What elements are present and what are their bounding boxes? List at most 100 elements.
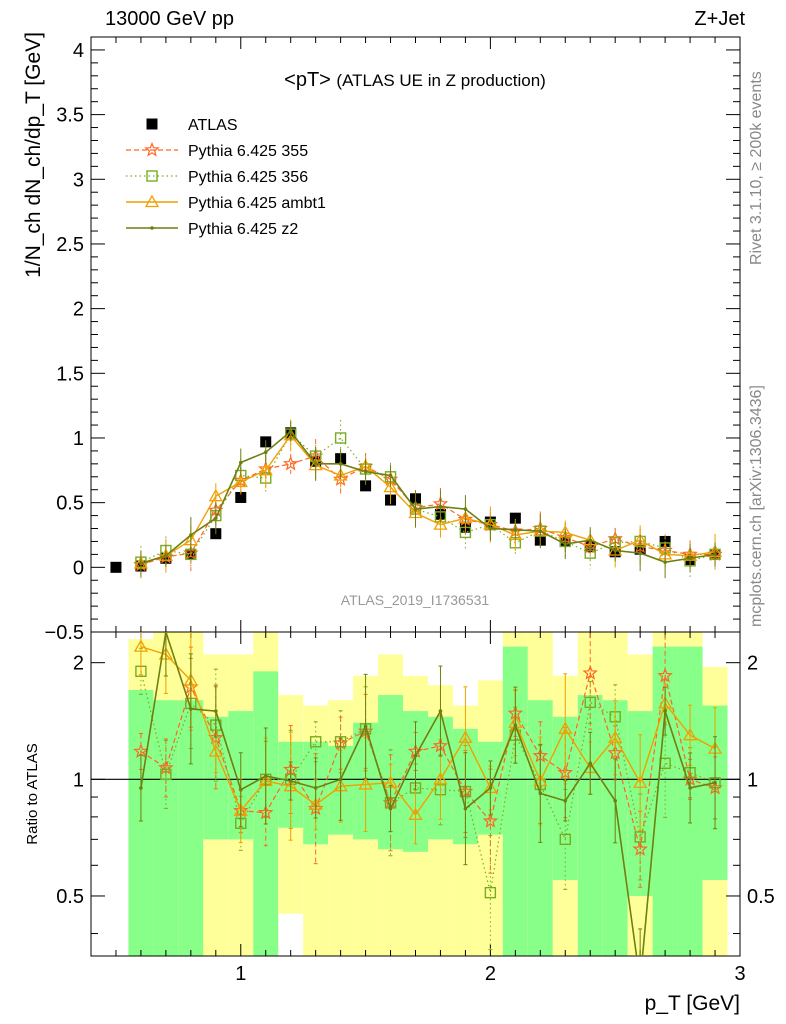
ratio-point bbox=[139, 786, 143, 790]
legend-entry: Pythia 6.425 356 bbox=[126, 169, 308, 186]
legend-marker bbox=[144, 194, 160, 208]
legend-label: Pythia 6.425 z2 bbox=[188, 221, 298, 238]
rivet-version-label: Rivet 3.1.10, ≥ 200k events bbox=[748, 71, 765, 265]
ratio-y-tick-label-right: 0.5 bbox=[747, 886, 775, 908]
ratio-point bbox=[559, 833, 571, 846]
ratio-y-tick-label-right: 2 bbox=[747, 653, 758, 675]
legend-label: ATLAS bbox=[188, 117, 238, 134]
data-point-atlas bbox=[360, 480, 372, 492]
ratio-y-tick-label-right: 1 bbox=[747, 769, 758, 791]
data-point-atlas bbox=[110, 561, 122, 573]
ratio-point bbox=[189, 707, 193, 711]
ratio-point bbox=[413, 754, 418, 758]
ratio-point bbox=[388, 806, 393, 811]
data-point bbox=[563, 542, 568, 546]
legend-marker bbox=[146, 118, 158, 130]
y-tick-label: −0.5 bbox=[45, 622, 84, 644]
series-line bbox=[140, 434, 716, 565]
data-point bbox=[433, 517, 448, 530]
ratio-point bbox=[663, 709, 667, 713]
ratio-line bbox=[140, 671, 716, 893]
x-tick-label: 1 bbox=[235, 963, 246, 985]
data-point bbox=[233, 474, 248, 488]
legend-marker bbox=[144, 141, 160, 157]
ratio-point bbox=[160, 768, 172, 781]
ratio-point bbox=[713, 780, 717, 785]
x-axis-label: p_T [GeV] bbox=[645, 992, 740, 1015]
y-tick-label: 3.5 bbox=[56, 105, 84, 127]
ratio-point bbox=[638, 980, 642, 984]
ratio-point bbox=[133, 743, 149, 759]
ratio-point bbox=[408, 807, 423, 820]
ratio-point bbox=[613, 799, 617, 803]
data-point bbox=[333, 468, 348, 481]
ratio-point bbox=[313, 786, 318, 790]
series-line bbox=[140, 430, 716, 565]
data-point bbox=[189, 533, 193, 537]
ratio-point bbox=[288, 779, 293, 783]
ratio-point bbox=[363, 724, 368, 729]
ratio-point bbox=[608, 730, 623, 743]
legend-label: Pythia 6.425 ambt1 bbox=[188, 195, 326, 212]
ratio-point bbox=[214, 709, 218, 713]
data-point-atlas bbox=[509, 512, 521, 524]
data-point bbox=[263, 450, 268, 455]
y-axis-label: 1/N_ch dN_ch/dp_T [GeV] bbox=[22, 32, 45, 278]
ratio-point bbox=[164, 632, 168, 634]
data-point bbox=[208, 488, 223, 502]
ratio-y-tick-label: 1 bbox=[73, 769, 84, 791]
y-tick-label: 3 bbox=[73, 169, 84, 191]
channel-label: Z+Jet bbox=[694, 8, 745, 30]
data-point bbox=[288, 429, 293, 434]
ratio-point bbox=[263, 774, 268, 778]
ratio-y-tick-label: 2 bbox=[73, 653, 84, 675]
ratio-point bbox=[584, 696, 596, 709]
ratio-point bbox=[208, 744, 223, 757]
data-point bbox=[338, 462, 343, 466]
ratio-point bbox=[513, 723, 518, 727]
data-point bbox=[258, 463, 273, 476]
ratio-point bbox=[482, 812, 499, 828]
ratio-point bbox=[463, 806, 468, 811]
mcplots-label: mcplots.cern.ch [arXiv:1306.3436] bbox=[748, 385, 765, 627]
ratio-point bbox=[358, 777, 373, 790]
series-line bbox=[140, 433, 716, 563]
ratio-point bbox=[563, 799, 568, 803]
ratio-point bbox=[309, 736, 322, 748]
x-tick-label: 3 bbox=[734, 963, 745, 985]
data-point bbox=[713, 552, 717, 557]
y-tick-label: 0.5 bbox=[56, 493, 84, 515]
data-point bbox=[688, 556, 692, 561]
data-point bbox=[282, 455, 299, 471]
y-tick-label: 1.5 bbox=[56, 363, 84, 385]
ratio-point bbox=[158, 759, 174, 775]
y-tick-label: 4 bbox=[73, 40, 84, 62]
ratio-point bbox=[538, 791, 543, 796]
ratio-point bbox=[338, 777, 343, 782]
process-label: 13000 GeV pp bbox=[105, 8, 234, 30]
legend-marker bbox=[146, 170, 158, 182]
data-point bbox=[463, 507, 468, 511]
data-point bbox=[214, 516, 218, 520]
legend-entry: Pythia 6.425 ambt1 bbox=[126, 194, 326, 212]
ratio-point bbox=[238, 787, 243, 792]
y-tick-label: 2.5 bbox=[56, 234, 84, 256]
data-point bbox=[588, 538, 593, 542]
ratio-point bbox=[632, 841, 648, 856]
legend-label: Pythia 6.425 356 bbox=[188, 169, 308, 186]
y-tick-label: 2 bbox=[73, 299, 84, 321]
data-point bbox=[638, 551, 642, 555]
ratio-point bbox=[484, 886, 497, 899]
data-point bbox=[334, 432, 347, 444]
y-tick-label: 0 bbox=[73, 557, 84, 579]
ratio-point bbox=[688, 786, 692, 790]
ratio-point bbox=[682, 727, 698, 741]
data-point bbox=[164, 553, 168, 558]
ratio-y-axis-label: Ratio to ATLAS bbox=[24, 743, 41, 844]
data-point bbox=[383, 479, 398, 493]
ratio-line bbox=[140, 645, 716, 816]
ratio-y-tick-label: 0.5 bbox=[56, 886, 84, 908]
data-point bbox=[139, 561, 143, 566]
legend-marker bbox=[150, 226, 154, 230]
data-point bbox=[388, 473, 393, 478]
